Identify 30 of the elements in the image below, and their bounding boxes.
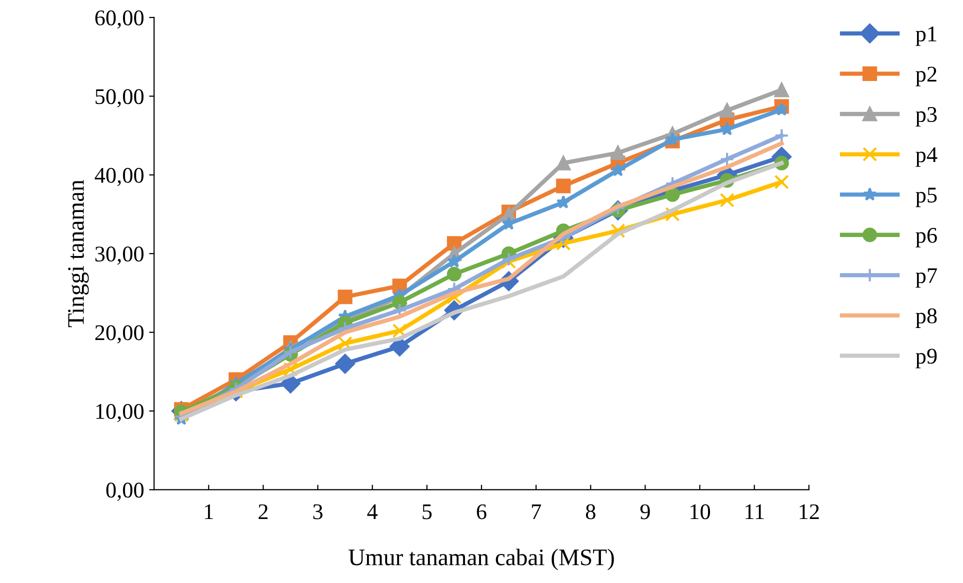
x-tick-label: 10 bbox=[690, 504, 710, 520]
y-tick-label: 40,00 bbox=[94, 168, 144, 186]
x-tick-label: 1 bbox=[205, 504, 213, 520]
legend-label: p7 bbox=[916, 268, 937, 288]
y-tick-label: 50,00 bbox=[96, 89, 144, 108]
y-tick-label: 60,00 bbox=[95, 10, 144, 29]
y-tick-label: 20,00 bbox=[95, 325, 144, 344]
x-tick-label: 5 bbox=[422, 504, 432, 520]
x-axis-title: Umur tanaman cabai (MST) bbox=[348, 548, 614, 570]
x-tick-label: 9 bbox=[640, 504, 650, 520]
x-tick-label: 12 bbox=[800, 504, 819, 520]
x-tick-label: 2 bbox=[258, 504, 268, 520]
legend-label: p2 bbox=[916, 66, 936, 86]
legend-label: p3 bbox=[916, 107, 937, 127]
x-tick-label: 7 bbox=[532, 504, 541, 520]
legend-label: p6 bbox=[916, 228, 937, 248]
x-tick-label: 4 bbox=[367, 504, 378, 520]
legend-label: p8 bbox=[916, 308, 937, 328]
legend-label: p4 bbox=[916, 147, 938, 167]
y-tick-label: 10,00 bbox=[96, 404, 144, 422]
x-tick-label: 8 bbox=[586, 504, 596, 520]
x-tick-label: 3 bbox=[313, 504, 322, 520]
legend-label: p5 bbox=[916, 188, 937, 208]
y-tick-label: 30,00 bbox=[95, 246, 144, 265]
legend-label: p9 bbox=[916, 348, 937, 368]
y-axis-title: Tinggi tanaman bbox=[68, 180, 89, 328]
x-tick-label: 11 bbox=[746, 504, 764, 520]
legend-label: p1 bbox=[916, 26, 936, 46]
y-tick-label: 0,00 bbox=[106, 482, 144, 501]
x-tick-label: 6 bbox=[476, 504, 486, 520]
